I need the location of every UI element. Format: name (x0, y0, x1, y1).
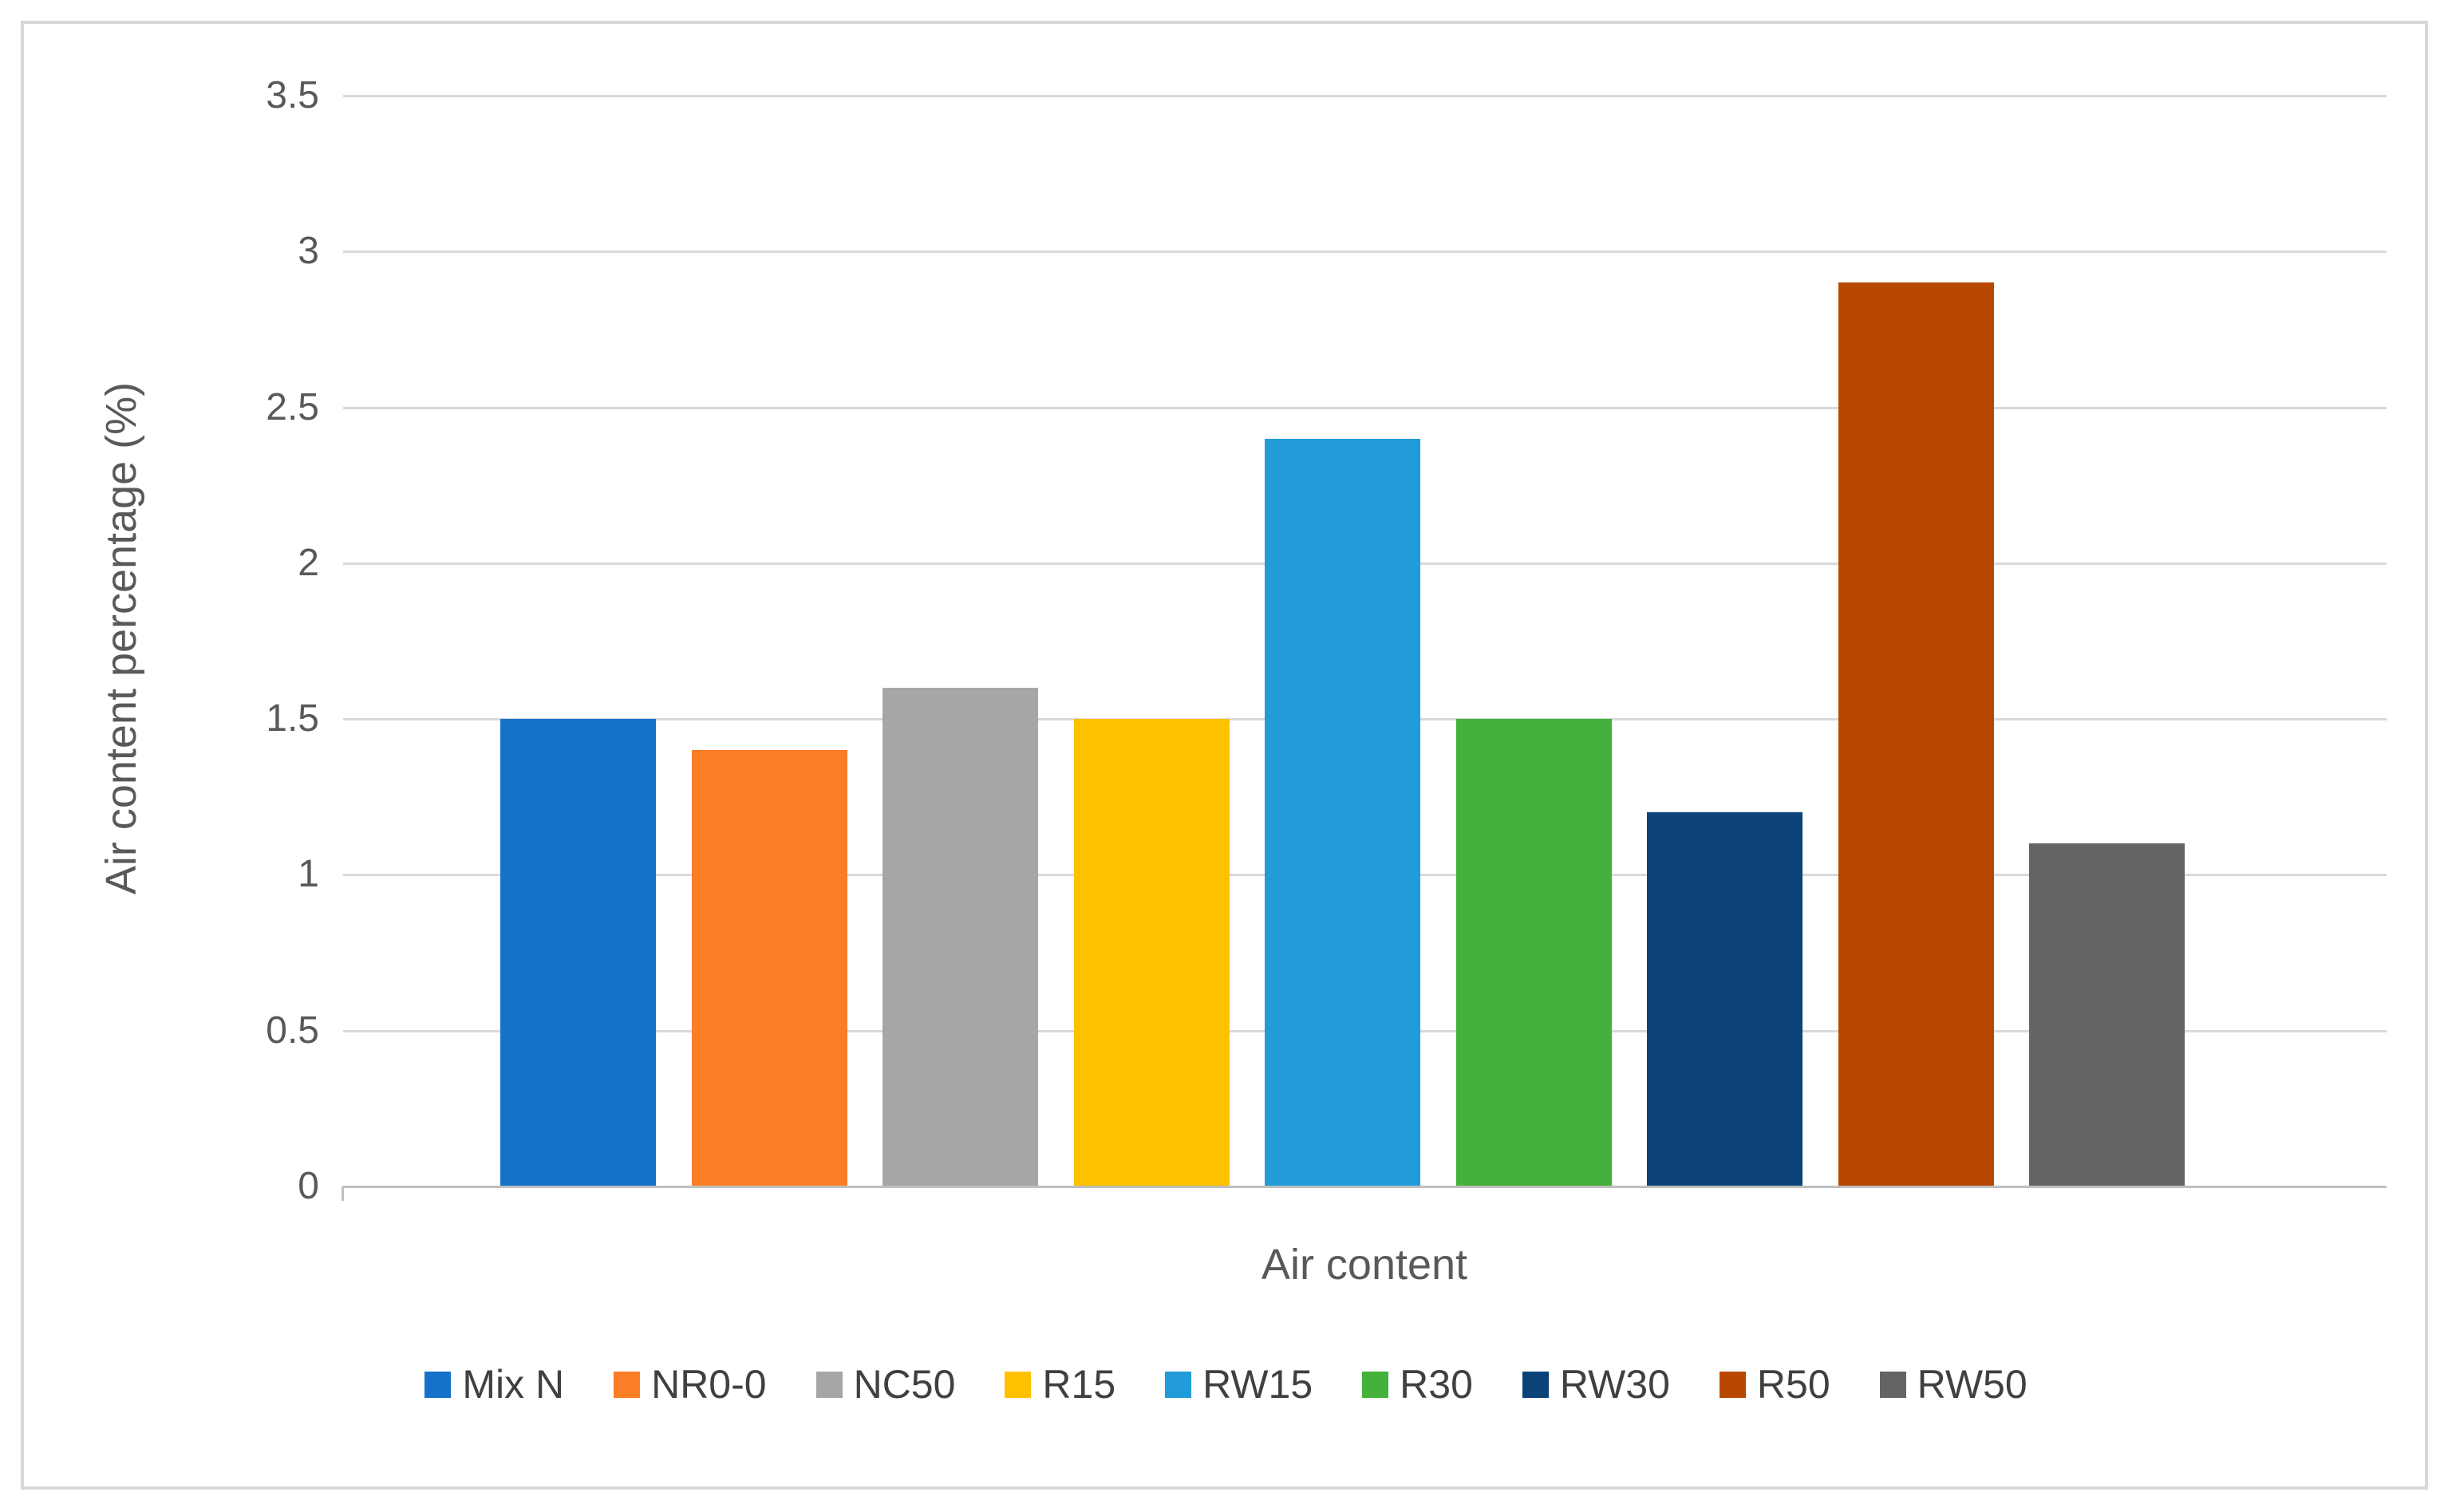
y-tick-label-0: 0 (298, 1165, 319, 1207)
legend-label: RW50 (1917, 1362, 2028, 1407)
gridline-3.5 (343, 95, 2387, 97)
legend-swatch-icon (1879, 1371, 1906, 1398)
x-axis-tick-mark (342, 1186, 344, 1201)
gridline-3 (343, 251, 2387, 254)
legend-swatch-icon (1522, 1371, 1549, 1398)
legend-item-rw30: RW30 (1522, 1361, 1670, 1407)
gridline-2.5 (343, 406, 2387, 409)
legend-label: Mix N (462, 1362, 565, 1407)
y-tick-label-1: 1 (298, 853, 319, 896)
legend-item-nc50: NC50 (815, 1361, 956, 1407)
legend-label: NR0-0 (651, 1362, 767, 1407)
legend-item-nr0-0: NR0-0 (614, 1361, 767, 1407)
legend-swatch-icon (1362, 1371, 1389, 1398)
legend-swatch-icon (1165, 1371, 1192, 1398)
bar-rw50 (2029, 843, 2185, 1186)
legend-label: RW15 (1202, 1362, 1313, 1407)
y-tick-label-0.5: 0.5 (266, 1009, 319, 1052)
legend-item-mix-n: Mix N (424, 1361, 564, 1407)
y-tick-label-1.5: 1.5 (266, 697, 319, 740)
legend-item-r50: R50 (1719, 1361, 1830, 1407)
y-tick-label-3.5: 3.5 (266, 74, 319, 116)
legend-swatch-icon (815, 1371, 843, 1398)
bar-r30 (1455, 719, 1612, 1186)
y-axis-title: Air content percentage (%) (97, 381, 145, 895)
legend-label: R50 (1756, 1362, 1830, 1407)
legend-swatch-icon (424, 1371, 452, 1398)
legend-label: RW30 (1559, 1362, 1670, 1407)
legend-item-rw15: RW15 (1165, 1361, 1313, 1407)
legend-item-r30: R30 (1362, 1361, 1473, 1407)
x-axis-line (343, 1186, 2387, 1188)
legend: Mix N NR0-0 NC50 R15 RW15 R30 RW30 R50 RW50 (0, 1361, 2452, 1407)
y-tick-label-3: 3 (298, 230, 319, 273)
bar-mix-n (500, 719, 656, 1186)
bar-nr0-0 (691, 750, 847, 1186)
x-axis-title: Air content (1261, 1241, 1468, 1289)
bar-rw30 (1647, 812, 1802, 1186)
legend-label: NC50 (853, 1362, 956, 1407)
legend-item-r15: R15 (1005, 1361, 1115, 1407)
legend-swatch-icon (1719, 1371, 1746, 1398)
bar-nc50 (882, 688, 1038, 1186)
legend-item-rw50: RW50 (1879, 1361, 2028, 1407)
legend-label: R15 (1042, 1362, 1116, 1407)
y-tick-label-2.5: 2.5 (266, 385, 319, 428)
bar-r15 (1073, 719, 1230, 1186)
legend-label: R30 (1400, 1362, 1473, 1407)
bar-rw15 (1265, 438, 1420, 1186)
y-tick-label-2: 2 (298, 541, 319, 584)
bar-r50 (1838, 282, 1994, 1186)
legend-swatch-icon (1005, 1371, 1032, 1398)
legend-swatch-icon (614, 1371, 641, 1398)
